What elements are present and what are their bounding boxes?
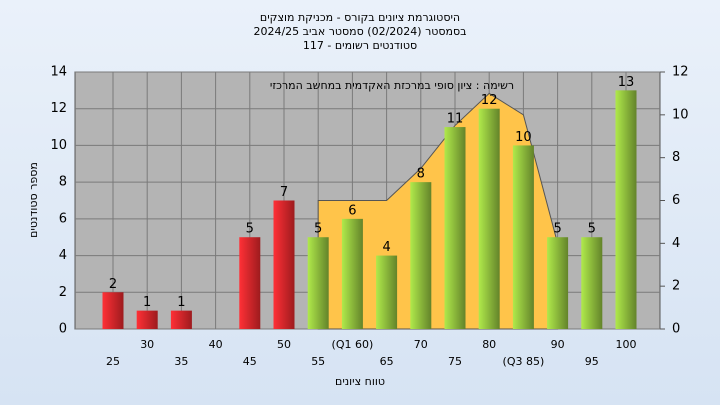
- y-tick-label: 8: [59, 175, 67, 190]
- bar: [307, 237, 329, 329]
- y-tick-label: 0: [59, 322, 67, 337]
- x-tick-label: 35: [174, 355, 188, 368]
- x-tick-label: 50: [277, 338, 291, 351]
- x-tick-label: 95: [585, 355, 599, 368]
- y-tick-label: 12: [50, 101, 67, 116]
- bar: [547, 237, 569, 329]
- x-tick-label: (Q3 85): [503, 355, 545, 368]
- value-label: 10: [515, 130, 532, 145]
- x-tick-label: 65: [380, 355, 394, 368]
- bar: [410, 182, 432, 329]
- x-tick-label: 25: [106, 355, 120, 368]
- x-tick-label: 80: [482, 338, 496, 351]
- y2-tick-label: 2: [672, 279, 680, 294]
- value-label: 4: [382, 240, 390, 255]
- y-tick-label: 10: [50, 138, 67, 153]
- value-label: 2: [109, 277, 117, 292]
- title-line: בסמסטר (02/2024) סמסטר אביב 2024/25: [253, 25, 466, 38]
- value-label: 8: [417, 167, 425, 182]
- x-tick-label: 45: [243, 355, 257, 368]
- y2-tick-label: 10: [672, 107, 689, 122]
- bar: [239, 237, 261, 329]
- bar: [478, 108, 500, 329]
- value-label: 7: [280, 185, 288, 200]
- value-label: 6: [348, 203, 356, 218]
- value-label: 12: [481, 93, 498, 108]
- value-label: 1: [143, 295, 151, 310]
- x-tick-label: 70: [414, 338, 428, 351]
- value-label: 5: [588, 222, 596, 237]
- title-line: סטודנטים רשומים - 117: [303, 39, 417, 52]
- bar: [512, 145, 534, 329]
- title-line: היסטוגרמת ציונים בקורס - מכניקת מוצקים: [260, 11, 460, 24]
- y-tick-label: 4: [59, 248, 67, 263]
- bar: [444, 127, 466, 329]
- bar: [581, 237, 603, 329]
- x-tick-label: 100: [616, 338, 637, 351]
- y2-tick-label: 6: [672, 193, 680, 208]
- y-axis-label: מספר סטודנטים: [27, 162, 40, 238]
- value-label: 1: [177, 295, 185, 310]
- x-tick-label: 30: [140, 338, 154, 351]
- value-label: 5: [246, 222, 254, 237]
- y2-tick-label: 12: [672, 65, 689, 80]
- y2-tick-label: 4: [672, 236, 680, 251]
- annotation: רשימה : ציון סופי במרכזת האקדמית במחשב ה…: [270, 79, 514, 92]
- bar: [341, 218, 363, 329]
- bar: [102, 292, 124, 329]
- x-tick-label: (Q1 60): [332, 338, 374, 351]
- x-tick-label: 90: [551, 338, 565, 351]
- y-tick-label: 2: [59, 285, 67, 300]
- x-axis-label: טווח ציונים: [335, 375, 385, 388]
- bar: [136, 310, 158, 329]
- value-label: 5: [314, 222, 322, 237]
- value-label: 11: [447, 112, 464, 127]
- bar: [273, 200, 295, 329]
- value-label: 5: [553, 222, 561, 237]
- x-tick-label: 75: [448, 355, 462, 368]
- bar: [376, 255, 398, 329]
- y-tick-label: 6: [59, 211, 67, 226]
- y2-tick-label: 8: [672, 150, 680, 165]
- y-tick-label: 14: [50, 65, 67, 80]
- bar: [170, 310, 192, 329]
- x-tick-label: 40: [209, 338, 223, 351]
- bar: [615, 90, 637, 329]
- y2-tick-label: 0: [672, 322, 680, 337]
- x-tick-label: 55: [311, 355, 325, 368]
- value-label: 13: [618, 75, 635, 90]
